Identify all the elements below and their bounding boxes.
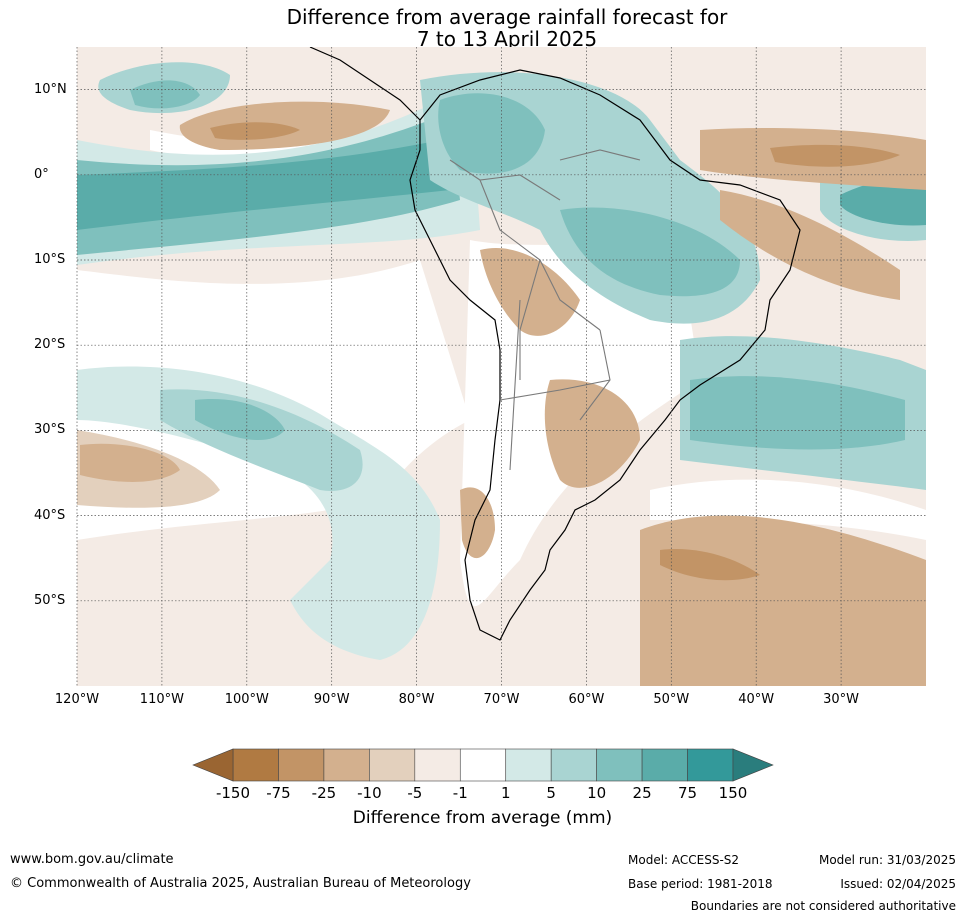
lon-label: 50°W — [653, 692, 690, 707]
dry-region-south-atlantic-core — [660, 549, 760, 581]
rainfall-map — [76, 47, 926, 686]
colorbar-tick-label: -150 — [215, 784, 251, 802]
wet-region-amazon-10 — [560, 207, 740, 297]
colorbar-segment — [414, 748, 461, 782]
colorbar-segment — [369, 748, 416, 782]
lon-label: 80°W — [398, 692, 435, 707]
lat-label: 40°S — [34, 507, 66, 523]
dry-region-north-atlantic-core — [770, 144, 900, 167]
colorbar-segment — [596, 748, 643, 782]
dry-region-brazil-offshore — [720, 190, 900, 300]
copyright-text: © Commonwealth of Australia 2025, Austra… — [10, 876, 471, 891]
central-america-coastline — [309, 47, 421, 121]
lon-label: 110°W — [139, 692, 184, 707]
wet-region-equatorial-atlantic-25 — [840, 177, 926, 226]
dry-region-north-pacific-core — [210, 122, 300, 140]
colorbar-tick-label: -10 — [357, 784, 382, 802]
colorbar-title: Difference from average (mm) — [352, 808, 613, 828]
colorbar-extend-low — [192, 748, 234, 782]
lon-label: 30°W — [823, 692, 860, 707]
colorbar-tick-label: 150 — [718, 784, 748, 802]
lon-label: 70°W — [483, 692, 520, 707]
colorbar-tick-label: 25 — [632, 784, 652, 802]
map-title: Difference from average rainfall forecas… — [286, 5, 728, 29]
colorbar-segment — [641, 748, 688, 782]
colorbar-tick-label: -1 — [452, 784, 468, 802]
graticule — [76, 47, 926, 686]
lon-label: 120°W — [54, 692, 100, 707]
colorbar-segment — [687, 748, 734, 782]
colorbar-tick-label: 75 — [677, 784, 698, 802]
boundaries-note: Boundaries are not considered authoritat… — [690, 899, 956, 913]
wet-band-equatorial-pacific-25 — [77, 140, 450, 230]
lat-label: 0° — [34, 166, 49, 182]
colorbar-tick-label: 1 — [500, 784, 511, 802]
model-run-date: Model run: 31/03/2025 — [818, 853, 956, 867]
colorbar-segment — [550, 748, 597, 782]
lon-label: 100°W — [224, 692, 269, 707]
map-subtitle: 7 to 13 April 2025 — [416, 27, 598, 51]
south-america-coastline — [409, 69, 801, 641]
wet-region-south-atlantic-10 — [690, 376, 905, 450]
colorbar-tick-label: -5 — [407, 784, 423, 802]
dry-region-patagonia — [460, 487, 495, 559]
colorbar-segment — [232, 748, 279, 782]
neutral-region-south-atlantic — [650, 479, 926, 540]
dry-region-south-brazil — [544, 379, 640, 488]
dry-region-peru-bolivia — [480, 248, 580, 336]
lon-label: 90°W — [313, 692, 350, 707]
colorbar-tick-label: -75 — [266, 784, 291, 802]
wet-band-south-pacific-10 — [195, 399, 285, 441]
issued-date: Issued: 02/04/2025 — [840, 877, 956, 891]
wet-region-north-pacific-core — [130, 80, 200, 109]
wet-band-south-pacific — [77, 366, 440, 660]
lat-label: 20°S — [34, 337, 66, 353]
lat-label: 50°S — [34, 592, 66, 608]
website-link[interactable]: www.bom.gov.au/climate — [10, 852, 174, 867]
lat-label: 10°N — [34, 81, 67, 97]
colorbar-tick-label: -25 — [311, 784, 337, 802]
lon-label: 40°W — [738, 692, 775, 707]
colorbar-tick-label: 5 — [546, 784, 556, 802]
colorbar-segment — [278, 748, 325, 782]
colorbar-segment — [323, 748, 370, 782]
lon-label: 60°W — [568, 692, 605, 707]
base-period: Base period: 1981-2018 — [628, 877, 773, 891]
colorbar-segment — [459, 748, 507, 782]
colorbar-tick-label: 10 — [587, 784, 607, 802]
colorbar-segment — [505, 748, 552, 782]
wet-region-colombia — [438, 93, 545, 174]
model-name: Model: ACCESS-S2 — [628, 853, 740, 867]
dry-region-southwest-pacific-10 — [80, 443, 180, 482]
colorbar-extend-high — [732, 748, 774, 782]
lat-label: 10°S — [34, 252, 66, 267]
lat-label: 30°S — [34, 422, 66, 438]
